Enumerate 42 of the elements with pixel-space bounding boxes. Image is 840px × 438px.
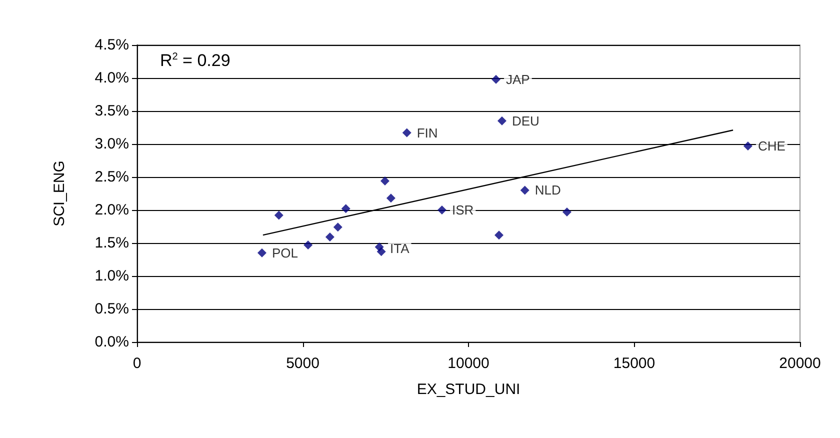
- y-tick-label: 1.5%: [94, 234, 129, 252]
- point: [380, 176, 390, 186]
- point: [257, 248, 266, 258]
- y-tick-label: 0.0%: [94, 334, 129, 350]
- annotation: JAP: [506, 72, 530, 87]
- y-axis-title: SCI_ENG: [51, 160, 68, 226]
- annotation: NLD: [534, 182, 561, 198]
- x-tick-label: 0: [132, 355, 142, 372]
- annotation: CHE: [758, 138, 786, 154]
- x-axis-title: EX_STUD_UNI: [416, 381, 520, 398]
- point: [376, 247, 386, 256]
- annotation: DEU: [512, 113, 540, 128]
- y-tick-label: 2.5%: [94, 168, 129, 186]
- point: [492, 74, 501, 84]
- annotation: FIN: [416, 125, 438, 140]
- y-tick-label: 2.0%: [94, 202, 129, 218]
- point: [333, 222, 342, 232]
- x-tick-label: 5000: [286, 355, 320, 372]
- point: [437, 206, 446, 214]
- x-tick-label: 20000: [779, 355, 821, 372]
- x-tick-label: 10000: [448, 355, 490, 372]
- y-tick-label: 0.5%: [94, 300, 129, 318]
- y-tick-label: 1.0%: [94, 268, 129, 284]
- point: [497, 116, 506, 126]
- point: [386, 194, 396, 203]
- x-tick-label: 15000: [613, 355, 656, 372]
- point: [520, 186, 530, 195]
- annotation: ITA: [390, 240, 410, 256]
- point: [743, 141, 752, 150]
- y-tick-label: 4.5%: [94, 36, 129, 54]
- point: [341, 204, 350, 214]
- point: [304, 240, 313, 250]
- y-tick-label: 3.0%: [94, 136, 129, 152]
- y-tick-label: 3.5%: [94, 102, 129, 120]
- annotation: ISR: [452, 202, 474, 218]
- annotation: POL: [272, 245, 298, 260]
- point: [325, 232, 334, 242]
- point: [494, 230, 504, 240]
- point: [274, 210, 284, 220]
- y-tick-label: 4.0%: [94, 70, 129, 86]
- point: [562, 207, 572, 216]
- point: [402, 128, 412, 138]
